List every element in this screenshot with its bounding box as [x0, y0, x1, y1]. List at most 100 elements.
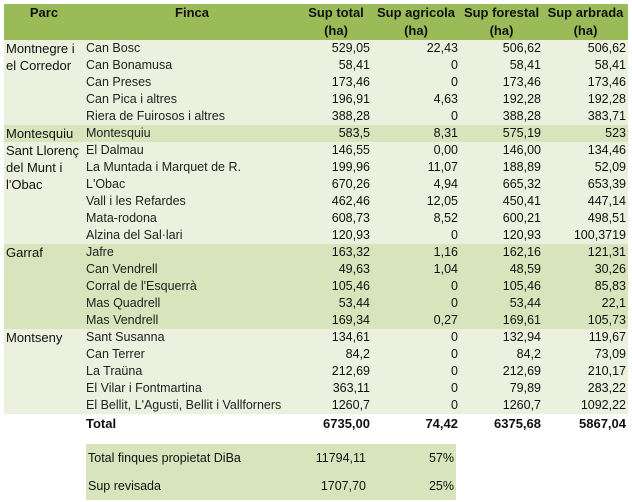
sup-arbrada-cell: 210,17 [543, 363, 628, 380]
table-row: Can Terrer 84,2 0 84,2 73,09 [4, 346, 628, 363]
sup-agricola-cell: 4,94 [372, 176, 460, 193]
sup-total-cell: 196,91 [300, 91, 372, 108]
sup-arbrada-cell: 1092,22 [543, 397, 628, 414]
sup-agricola-cell: 0 [372, 346, 460, 363]
table-row: Riera de Fuirosos i altres 388,28 0 388,28 3… [4, 108, 628, 125]
sup-agricola-cell: 0,27 [372, 312, 460, 329]
sup-forestal-cell: 173,46 [460, 74, 543, 91]
sup-forestal-cell: 169,61 [460, 312, 543, 329]
sup-forestal-cell: 450,41 [460, 193, 543, 210]
table-row: Mata-rodona 608,73 8,52 600,21 498,51 [4, 210, 628, 227]
sup-total-cell: 169,34 [300, 312, 372, 329]
parc-cell: Montseny [4, 329, 84, 414]
finca-cell: La Traüna [84, 363, 300, 380]
sup-total-cell: 670,26 [300, 176, 372, 193]
sup-arbrada-cell: 134,46 [543, 142, 628, 159]
sup-arbrada-cell: 30,26 [543, 261, 628, 278]
sup-total-cell: 608,73 [300, 210, 372, 227]
summary-label: Total finques propietat DiBa [86, 444, 286, 472]
sup-agricola-cell: 0,00 [372, 142, 460, 159]
sup-agricola-cell: 0 [372, 108, 460, 125]
sup-agricola-cell: 12,05 [372, 193, 460, 210]
sup-forestal-cell: 212,69 [460, 363, 543, 380]
finca-cell: El Bellit, L'Agusti, Bellit i Vallforner… [84, 397, 300, 414]
sup-agricola-cell: 0 [372, 74, 460, 91]
sup-arbrada-cell: 653,39 [543, 176, 628, 193]
sup-agricola-cell: 1,04 [372, 261, 460, 278]
table-row: Corral de l'Esquerrà 105,46 0 105,46 85,83 [4, 278, 628, 295]
finca-cell: Jafre [84, 244, 300, 261]
sup-arbrada-cell: 73,09 [543, 346, 628, 363]
table-row: La Muntada i Marquet de R. 199,96 11,07 188… [4, 159, 628, 176]
total-agricola: 74,42 [372, 414, 460, 433]
total-arbrada: 5867,04 [543, 414, 628, 433]
table-row: El Bellit, L'Agusti, Bellit i Vallforner… [4, 397, 628, 414]
sup-total-cell: 84,2 [300, 346, 372, 363]
finca-cell: Can Bosc [84, 40, 300, 57]
header-sup-arbrada: Sup arbrada (ha) [543, 4, 628, 40]
sup-forestal-cell: 600,21 [460, 210, 543, 227]
sup-agricola-cell: 0 [372, 329, 460, 346]
sup-agricola-cell: 0 [372, 295, 460, 312]
sup-forestal-cell: 506,62 [460, 40, 543, 57]
header-sup-agricola: Sup agricola (ha) [372, 4, 460, 40]
table-row: Mas Quadrell 53,44 0 53,44 22,1 [4, 295, 628, 312]
sup-arbrada-cell: 100,3719 [543, 227, 628, 244]
sup-forestal-cell: 388,28 [460, 108, 543, 125]
table-row: Vall i les Refardes 462,46 12,05 450,41 447,… [4, 193, 628, 210]
sup-forestal-cell: 188,89 [460, 159, 543, 176]
sup-arbrada-cell: 283,22 [543, 380, 628, 397]
sup-total-cell: 58,41 [300, 57, 372, 74]
sup-total-cell: 49,63 [300, 261, 372, 278]
sup-arbrada-cell: 173,46 [543, 74, 628, 91]
finca-cell: Can Terrer [84, 346, 300, 363]
sup-agricola-cell: 22,43 [372, 40, 460, 57]
finca-cell: Mas Vendrell [84, 312, 300, 329]
finca-cell: El Dalmau [84, 142, 300, 159]
sup-total-cell: 163,32 [300, 244, 372, 261]
sup-arbrada-cell: 121,31 [543, 244, 628, 261]
sup-forestal-cell: 48,59 [460, 261, 543, 278]
parc-cell: Garraf [4, 244, 84, 329]
finca-cell: La Muntada i Marquet de R. [84, 159, 300, 176]
table-row: Can Vendrell 49,63 1,04 48,59 30,26 [4, 261, 628, 278]
finca-cell: Mas Quadrell [84, 295, 300, 312]
sup-arbrada-cell: 447,14 [543, 193, 628, 210]
sup-total-cell: 173,46 [300, 74, 372, 91]
table-row: Montesquiu Montesquiu 583,5 8,31 575,19 523 [4, 125, 628, 142]
sup-arbrada-cell: 22,1 [543, 295, 628, 312]
sup-agricola-cell: 0 [372, 380, 460, 397]
total-row: Total 6735,00 74,42 6375,68 5867,04 [4, 414, 628, 433]
sup-total-cell: 120,93 [300, 227, 372, 244]
finca-cell: Can Preses [84, 74, 300, 91]
total-forestal: 6375,68 [460, 414, 543, 433]
table-row: Montnegre i el Corredor Can Bosc 529,05 22,… [4, 40, 628, 125]
parc-cell: Sant Llorenç del Munt i l'Obac [4, 142, 84, 244]
table-row: El Vilar i Fontmartina 363,11 0 79,89 283,22 [4, 380, 628, 397]
sup-agricola-cell: 0 [372, 363, 460, 380]
sup-total-cell: 212,69 [300, 363, 372, 380]
summary-label: Sup revisada [86, 472, 286, 500]
sup-forestal-cell: 58,41 [460, 57, 543, 74]
header-parc: Parc [4, 4, 84, 40]
sup-agricola-cell: 0 [372, 57, 460, 74]
table-row: Can Pica i altres 196,91 4,63 192,28 192,28 [4, 91, 628, 108]
sup-forestal-cell: 665,32 [460, 176, 543, 193]
surface-table: Parc Finca Sup total (ha) Sup agricola (… [4, 4, 628, 433]
sup-arbrada-cell: 498,51 [543, 210, 628, 227]
sup-total-cell: 105,46 [300, 278, 372, 295]
table-row: L'Obac 670,26 4,94 665,32 653,39 [4, 176, 628, 193]
sup-total-cell: 134,61 [300, 329, 372, 346]
sup-arbrada-cell: 119,67 [543, 329, 628, 346]
sup-agricola-cell: 1,16 [372, 244, 460, 261]
finca-cell: Corral de l'Esquerrà [84, 278, 300, 295]
sup-forestal-cell: 53,44 [460, 295, 543, 312]
finca-cell: Alzina del Sal·lari [84, 227, 300, 244]
sup-arbrada-cell: 85,83 [543, 278, 628, 295]
sup-agricola-cell: 8,52 [372, 210, 460, 227]
finca-cell: Can Pica i altres [84, 91, 300, 108]
sup-total-cell: 583,5 [300, 125, 372, 142]
table-row: Alzina del Sal·lari 120,93 0 120,93 100,3719 [4, 227, 628, 244]
summary-value: 11794,11 [286, 444, 368, 472]
sup-total-cell: 462,46 [300, 193, 372, 210]
